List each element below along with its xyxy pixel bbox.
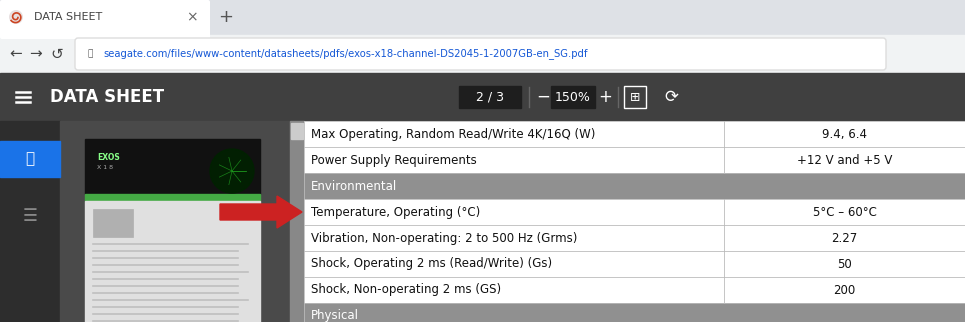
Text: ↺: ↺ xyxy=(50,46,64,62)
Bar xyxy=(85,139,260,322)
Text: −: − xyxy=(537,88,550,106)
Text: ←: ← xyxy=(10,46,22,62)
Text: Physical: Physical xyxy=(311,309,359,322)
Text: EXOS: EXOS xyxy=(97,153,120,162)
Bar xyxy=(459,86,521,108)
Bar xyxy=(304,121,965,147)
Circle shape xyxy=(9,10,23,24)
Text: 2.27: 2.27 xyxy=(832,232,858,244)
Bar xyxy=(304,199,965,225)
Text: ⟳: ⟳ xyxy=(664,88,678,106)
Bar xyxy=(304,303,965,322)
Text: 150%: 150% xyxy=(555,90,591,103)
Text: seagate.com/files/www-content/datasheets/pdfs/exos-x18-channel-DS2045-1-2007GB-e: seagate.com/files/www-content/datasheets… xyxy=(103,49,588,60)
Text: +: + xyxy=(598,88,612,106)
Text: Shock, Operating 2 ms (Read/Write) (Gs): Shock, Operating 2 ms (Read/Write) (Gs) xyxy=(311,258,552,270)
Bar xyxy=(304,147,965,173)
Bar xyxy=(304,225,965,251)
Bar xyxy=(0,121,60,322)
Text: ☰: ☰ xyxy=(22,207,38,225)
Text: X 1 8: X 1 8 xyxy=(97,165,113,169)
Bar xyxy=(304,277,965,303)
Bar xyxy=(624,86,646,108)
Circle shape xyxy=(210,149,254,193)
Bar xyxy=(60,121,290,322)
Text: +: + xyxy=(218,8,234,26)
Text: Environmental: Environmental xyxy=(311,179,398,193)
Text: DATA SHEET: DATA SHEET xyxy=(34,12,102,22)
Text: Vibration, Non-operating: 2 to 500 Hz (Grms): Vibration, Non-operating: 2 to 500 Hz (G… xyxy=(311,232,577,244)
Polygon shape xyxy=(220,196,302,228)
Text: ▲: ▲ xyxy=(294,125,300,131)
Text: 50: 50 xyxy=(837,258,852,270)
Text: DATA SHEET: DATA SHEET xyxy=(50,88,164,106)
Text: →: → xyxy=(30,46,42,62)
Text: Temperature, Operating (°C): Temperature, Operating (°C) xyxy=(311,205,481,219)
Text: Max Operating, Random Read/Write 4K/16Q (W): Max Operating, Random Read/Write 4K/16Q … xyxy=(311,128,595,140)
Text: 200: 200 xyxy=(834,283,856,297)
Text: ×: × xyxy=(186,10,198,24)
Text: Shock, Non-operating 2 ms (GS): Shock, Non-operating 2 ms (GS) xyxy=(311,283,501,297)
Text: Power Supply Requirements: Power Supply Requirements xyxy=(311,154,477,166)
Text: 🔒: 🔒 xyxy=(87,50,93,59)
Bar xyxy=(93,209,133,237)
Text: 9.4, 6.4: 9.4, 6.4 xyxy=(822,128,867,140)
Bar xyxy=(0,141,60,177)
Text: +12 V and +5 V: +12 V and +5 V xyxy=(797,154,893,166)
Text: 5°C – 60°C: 5°C – 60°C xyxy=(813,205,876,219)
Bar xyxy=(85,194,260,201)
Bar xyxy=(551,86,595,108)
Bar xyxy=(304,173,965,199)
Bar xyxy=(0,73,965,121)
FancyBboxPatch shape xyxy=(75,38,886,70)
Text: 2 / 3: 2 / 3 xyxy=(476,90,504,103)
Text: 🖼: 🖼 xyxy=(25,151,35,166)
Bar xyxy=(290,121,304,322)
Bar xyxy=(0,0,965,35)
Bar xyxy=(304,251,965,277)
Bar xyxy=(85,139,260,194)
FancyBboxPatch shape xyxy=(0,0,210,39)
Bar xyxy=(85,201,260,322)
Bar xyxy=(291,123,303,139)
Text: ⊞: ⊞ xyxy=(630,90,640,103)
Bar xyxy=(0,35,965,73)
